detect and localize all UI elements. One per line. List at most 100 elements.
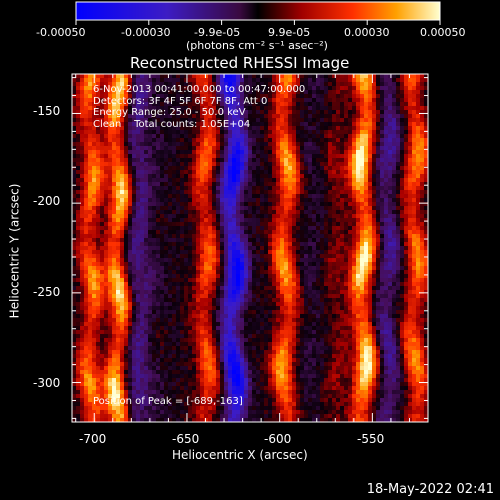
heatmap-cell [184, 138, 189, 143]
heatmap-cell [380, 118, 385, 123]
heatmap-cell [292, 250, 297, 255]
heatmap-cell [352, 110, 357, 115]
heatmap-cell [284, 94, 289, 99]
heatmap-cell [292, 218, 297, 223]
heatmap-cell [400, 202, 405, 207]
heatmap-cell [132, 234, 137, 239]
heatmap-cell [184, 122, 189, 127]
heatmap-cell [112, 206, 117, 211]
heatmap-cell [96, 214, 101, 219]
heatmap-cell [336, 242, 341, 247]
heatmap-cell [76, 290, 81, 295]
heatmap-cell [136, 218, 141, 223]
heatmap-cell [292, 246, 297, 251]
heatmap-cell [228, 198, 233, 203]
heatmap-cell [424, 170, 428, 175]
heatmap-cell [304, 94, 309, 99]
heatmap-cell [96, 274, 101, 279]
heatmap-cell [336, 114, 341, 119]
heatmap-cell [184, 290, 189, 295]
heatmap-cell [88, 170, 93, 175]
heatmap-cell [376, 238, 381, 243]
heatmap-cell [208, 234, 213, 239]
heatmap-cell [388, 190, 393, 195]
heatmap-cell [424, 198, 428, 203]
heatmap-cell [340, 266, 345, 271]
heatmap-cell [380, 246, 385, 251]
heatmap-cell [72, 118, 77, 123]
heatmap-cell [148, 102, 153, 107]
heatmap-cell [184, 246, 189, 251]
heatmap-cell [384, 126, 389, 131]
heatmap-cell [368, 166, 373, 171]
heatmap-cell [312, 198, 317, 203]
heatmap-cell [320, 162, 325, 167]
heatmap-cell [172, 254, 177, 259]
heatmap-cell [164, 122, 169, 127]
heatmap-cell [396, 246, 401, 251]
heatmap-cell [160, 178, 165, 183]
heatmap-cell [400, 246, 405, 251]
heatmap-cell [396, 94, 401, 99]
heatmap-cell [96, 94, 101, 99]
heatmap-cell [356, 286, 361, 291]
heatmap-cell [212, 98, 217, 103]
heatmap-cell [100, 82, 105, 87]
heatmap-cell [376, 194, 381, 199]
heatmap-cell [272, 78, 277, 83]
heatmap-cell [208, 98, 213, 103]
heatmap-cell [260, 98, 265, 103]
heatmap-cell [116, 86, 121, 91]
heatmap-cell [248, 170, 253, 175]
heatmap-cell [104, 106, 109, 111]
heatmap-cell [116, 214, 121, 219]
heatmap-cell [84, 178, 89, 183]
heatmap-cell [260, 274, 265, 279]
heatmap-cell [112, 82, 117, 87]
heatmap-cell [404, 182, 409, 187]
heatmap-cell [424, 158, 428, 163]
heatmap-cell [152, 266, 157, 271]
heatmap-cell [368, 122, 373, 127]
heatmap-cell [404, 126, 409, 131]
heatmap-cell [384, 270, 389, 275]
heatmap-cell [288, 218, 293, 223]
heatmap-cell [192, 114, 197, 119]
heatmap-cell [180, 178, 185, 183]
heatmap-cell [96, 182, 101, 187]
heatmap-cell [380, 274, 385, 279]
heatmap-cell [76, 206, 81, 211]
heatmap-cell [140, 194, 145, 199]
heatmap-cell [116, 210, 121, 215]
heatmap-cell [352, 222, 357, 227]
heatmap-cell [224, 262, 229, 267]
heatmap-cell [216, 194, 221, 199]
heatmap-cell [220, 110, 225, 115]
heatmap-cell [392, 194, 397, 199]
heatmap-cell [308, 238, 313, 243]
heatmap-cell [308, 198, 313, 203]
heatmap-cell [160, 130, 165, 135]
heatmap-cell [384, 118, 389, 123]
heatmap-cell [376, 246, 381, 251]
heatmap-cell [384, 138, 389, 143]
heatmap-cell [168, 190, 173, 195]
heatmap-cell [324, 74, 329, 79]
heatmap-cell [108, 82, 113, 87]
heatmap-cell [296, 138, 301, 143]
heatmap-cell [228, 202, 233, 207]
heatmap-cell [252, 182, 257, 187]
heatmap-cell [148, 138, 153, 143]
heatmap-cell [72, 150, 77, 155]
heatmap-cell [252, 150, 257, 155]
heatmap-cell [308, 138, 313, 143]
heatmap-cell [340, 126, 345, 131]
heatmap-cell [76, 146, 81, 151]
heatmap-cell [112, 258, 117, 263]
heatmap-cell [152, 174, 157, 179]
heatmap-cell [348, 134, 353, 139]
heatmap-cell [232, 174, 237, 179]
heatmap-cell [376, 262, 381, 267]
heatmap-cell [108, 246, 113, 251]
heatmap-cell [388, 194, 393, 199]
